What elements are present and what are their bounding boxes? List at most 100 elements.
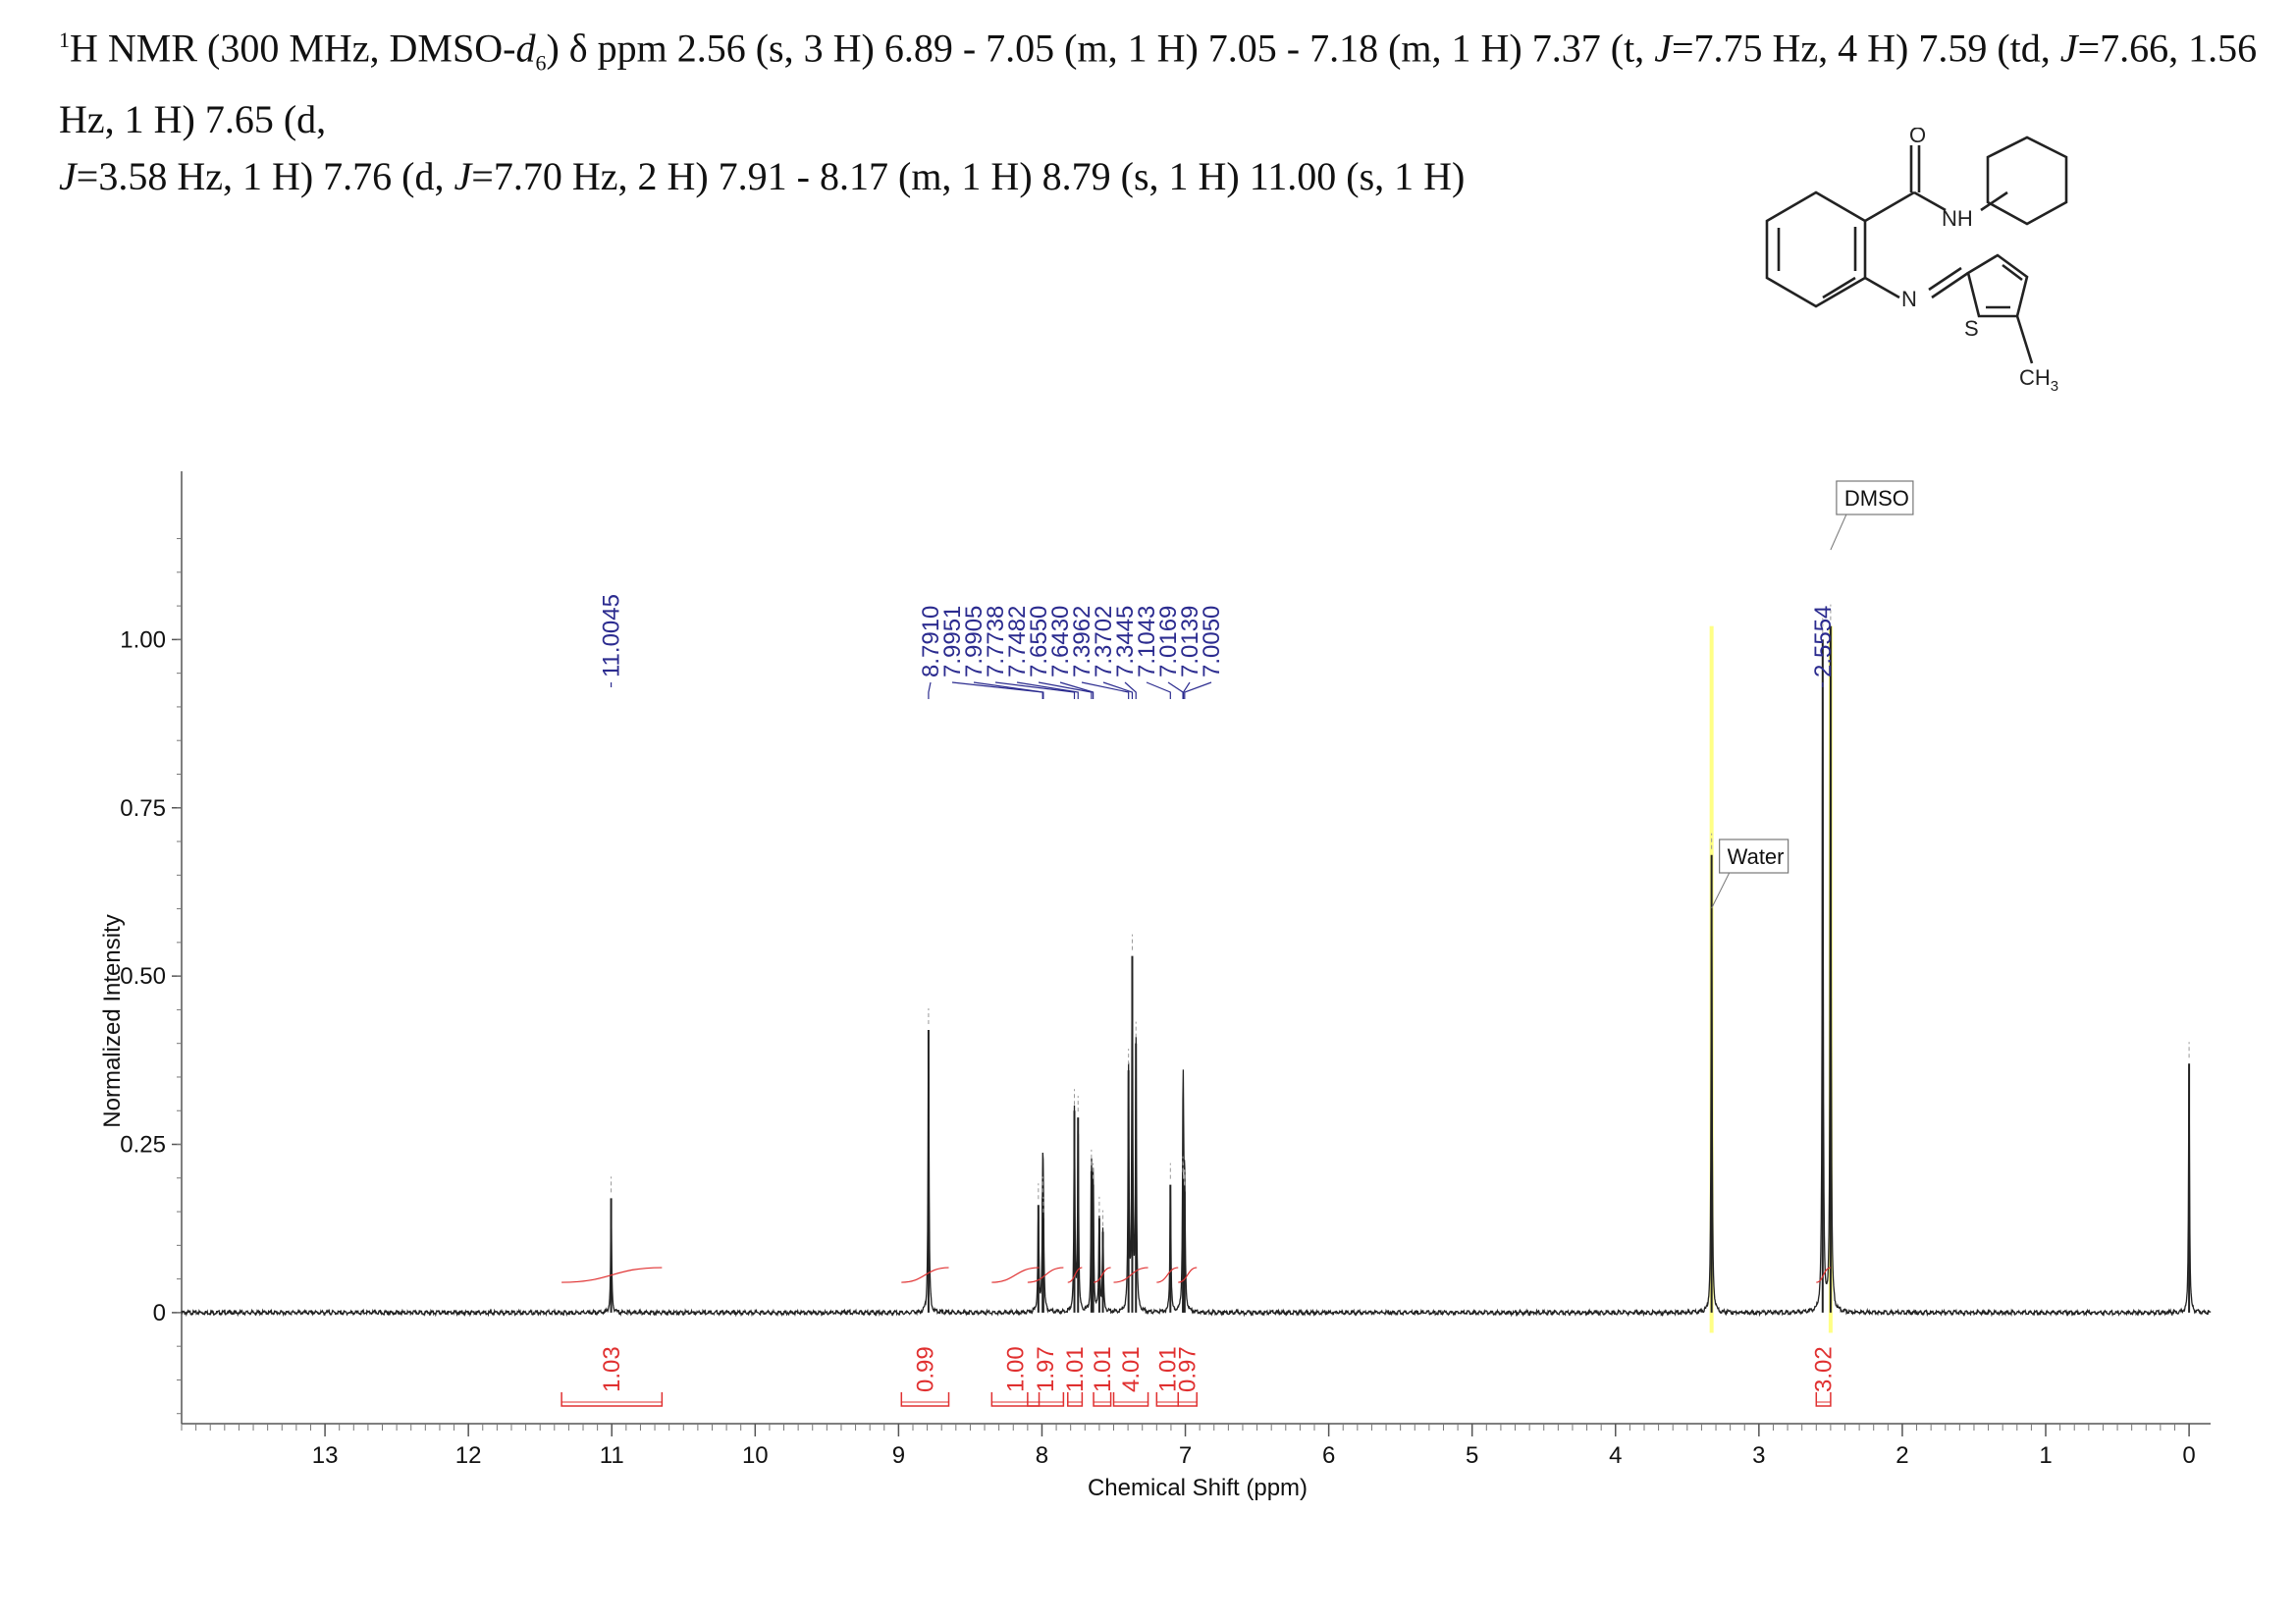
molecule-structure: O NH N S CH3	[1765, 128, 2068, 395]
x-axis-label: Chemical Shift (ppm)	[1088, 1475, 1308, 1501]
x-tick-label: 12	[455, 1442, 482, 1469]
integral-value: 1.01	[1062, 1346, 1089, 1392]
structure-bonds	[1765, 135, 2068, 364]
integral-group: 1.03 0.99 1.00 1.97 1.01 1.01 4.01 1.010.97 3.02	[561, 1267, 1838, 1407]
header-j2: J	[2059, 26, 2078, 71]
y-tick-label: 0.50	[120, 963, 166, 990]
peak-label: 7.0050	[1199, 606, 1225, 677]
integral-bracket-9	[1815, 1392, 1832, 1407]
header-text-2: ) δ ppm 2.56 (s, 3 H) 6.89 - 7.05 (m, 1 …	[546, 26, 1655, 71]
integral-bracket-4	[1067, 1392, 1084, 1407]
integral-value: 0.99	[912, 1346, 938, 1392]
header-j4: J	[454, 154, 472, 199]
integral-bracket-1	[900, 1392, 950, 1407]
integral-bracket-6	[1112, 1392, 1149, 1407]
highlight-bands	[1709, 625, 1833, 1333]
peak-label: 7.3445	[1112, 606, 1139, 677]
x-tick-label: 1	[2039, 1442, 2052, 1469]
spectrum-description: 1H NMR (300 MHz, DMSO-d6) δ ppm 2.56 (s,…	[59, 12, 2258, 205]
integral-curve-3	[1027, 1267, 1064, 1283]
spectrum-trace	[181, 604, 2212, 1318]
x-tick-label: 5	[1466, 1442, 1478, 1469]
integral-curve-9	[1816, 1267, 1832, 1283]
peak-label: 11.0045	[599, 594, 625, 677]
superscript-1: 1	[59, 27, 70, 52]
integral-bracket-0	[561, 1392, 664, 1407]
integral-curve-1	[901, 1267, 949, 1283]
x-tick-label: 6	[1322, 1442, 1335, 1469]
atom-s: S	[1964, 316, 1979, 341]
ch3-label: CH	[2019, 365, 2051, 390]
annotation-label: DMSO	[1844, 486, 1909, 511]
integral-value: 1.01	[1154, 1346, 1181, 1392]
peak-label-connector	[1059, 681, 1095, 699]
peak-label-connector	[973, 681, 1044, 699]
peak-label-connector	[1016, 681, 1079, 699]
y-tick-label: 0	[153, 1300, 166, 1326]
peak-label: 7.0139	[1177, 606, 1203, 677]
header-text-4: =7.66, 1.56 Hz, 1 H) 7.65 (d,	[59, 26, 2258, 142]
peak-labels: 11.0045 2.5554 8.79107.99517.99057.77387.7…	[599, 594, 1837, 699]
x-tick-label: 2	[1896, 1442, 1908, 1469]
group-ch3: CH3	[2019, 365, 2058, 395]
header-j3: J	[59, 154, 77, 199]
peak-label-connector	[1081, 681, 1130, 699]
annotation-box-1	[1836, 480, 1914, 515]
annotation-label: Water	[1728, 844, 1785, 869]
header-d: d	[515, 26, 536, 71]
integral-curve-5	[1093, 1267, 1111, 1283]
integral-value: 3.02	[1811, 1346, 1838, 1392]
peak-label-connector	[1102, 681, 1134, 699]
integral-curve-8	[1178, 1267, 1198, 1283]
annotation-box-0	[1719, 839, 1789, 874]
ch3-sub: 3	[2051, 378, 2058, 395]
integral-bracket-5	[1093, 1392, 1112, 1407]
peak-label: 7.9905	[961, 606, 988, 677]
header-text-5: =3.58 Hz, 1 H) 7.76 (d,	[76, 154, 454, 199]
x-tick-label: 7	[1179, 1442, 1192, 1469]
x-tick-label: 10	[742, 1442, 769, 1469]
integral-curve-0	[561, 1267, 663, 1283]
peak-label-connector	[1146, 681, 1171, 699]
integral-value: 4.01	[1118, 1346, 1145, 1392]
x-tick-label: 9	[892, 1442, 905, 1469]
header-text-1: H NMR (300 MHz, DMSO-	[70, 26, 516, 71]
x-tick-label: 11	[600, 1442, 624, 1469]
peak-label: 7.0169	[1155, 606, 1182, 677]
y-axis-label: Normalized Intensity	[99, 914, 126, 1127]
integral-curve-6	[1113, 1267, 1148, 1283]
x-tick-label: 0	[2182, 1442, 2195, 1469]
y-tick-label: 1.00	[120, 626, 166, 653]
peak-label: 7.3702	[1091, 606, 1117, 677]
x-tick-label: 8	[1036, 1442, 1048, 1469]
spectrum-path	[181, 630, 2212, 1318]
integral-bracket-3	[1027, 1392, 1065, 1407]
peak-label: 7.7738	[983, 606, 1009, 677]
peak-label: 2.5554	[1810, 606, 1837, 677]
integral-curve-2	[991, 1267, 1040, 1283]
integral-bracket-8	[1177, 1392, 1198, 1407]
atom-n: N	[1901, 287, 1917, 311]
integral-value: 1.01	[1090, 1346, 1116, 1392]
header-j1: J	[1654, 26, 1672, 71]
peak-label: 7.6430	[1047, 606, 1074, 677]
peak-label: 7.9951	[939, 606, 966, 677]
peak-label-connector	[928, 681, 932, 699]
atom-o: O	[1909, 128, 1926, 147]
peak-label-connector	[1182, 681, 1191, 699]
integral-value: 0.97	[1175, 1346, 1201, 1392]
x-tick-label: 3	[1752, 1442, 1765, 1469]
x-tick-label: 13	[312, 1442, 339, 1469]
peak-label-connector	[1124, 681, 1137, 699]
annotation-pointer-0	[1711, 872, 1731, 909]
peak-label: 7.6550	[1026, 606, 1052, 677]
annotation-group: Water DMSO	[1711, 480, 1914, 909]
integral-value: 1.00	[1002, 1346, 1029, 1392]
x-tick-label: 4	[1609, 1442, 1622, 1469]
integral-bracket-7	[1155, 1392, 1179, 1407]
integral-curve-4	[1067, 1267, 1083, 1283]
peak-label: 7.1043	[1134, 606, 1160, 677]
integral-curve-7	[1156, 1267, 1179, 1283]
